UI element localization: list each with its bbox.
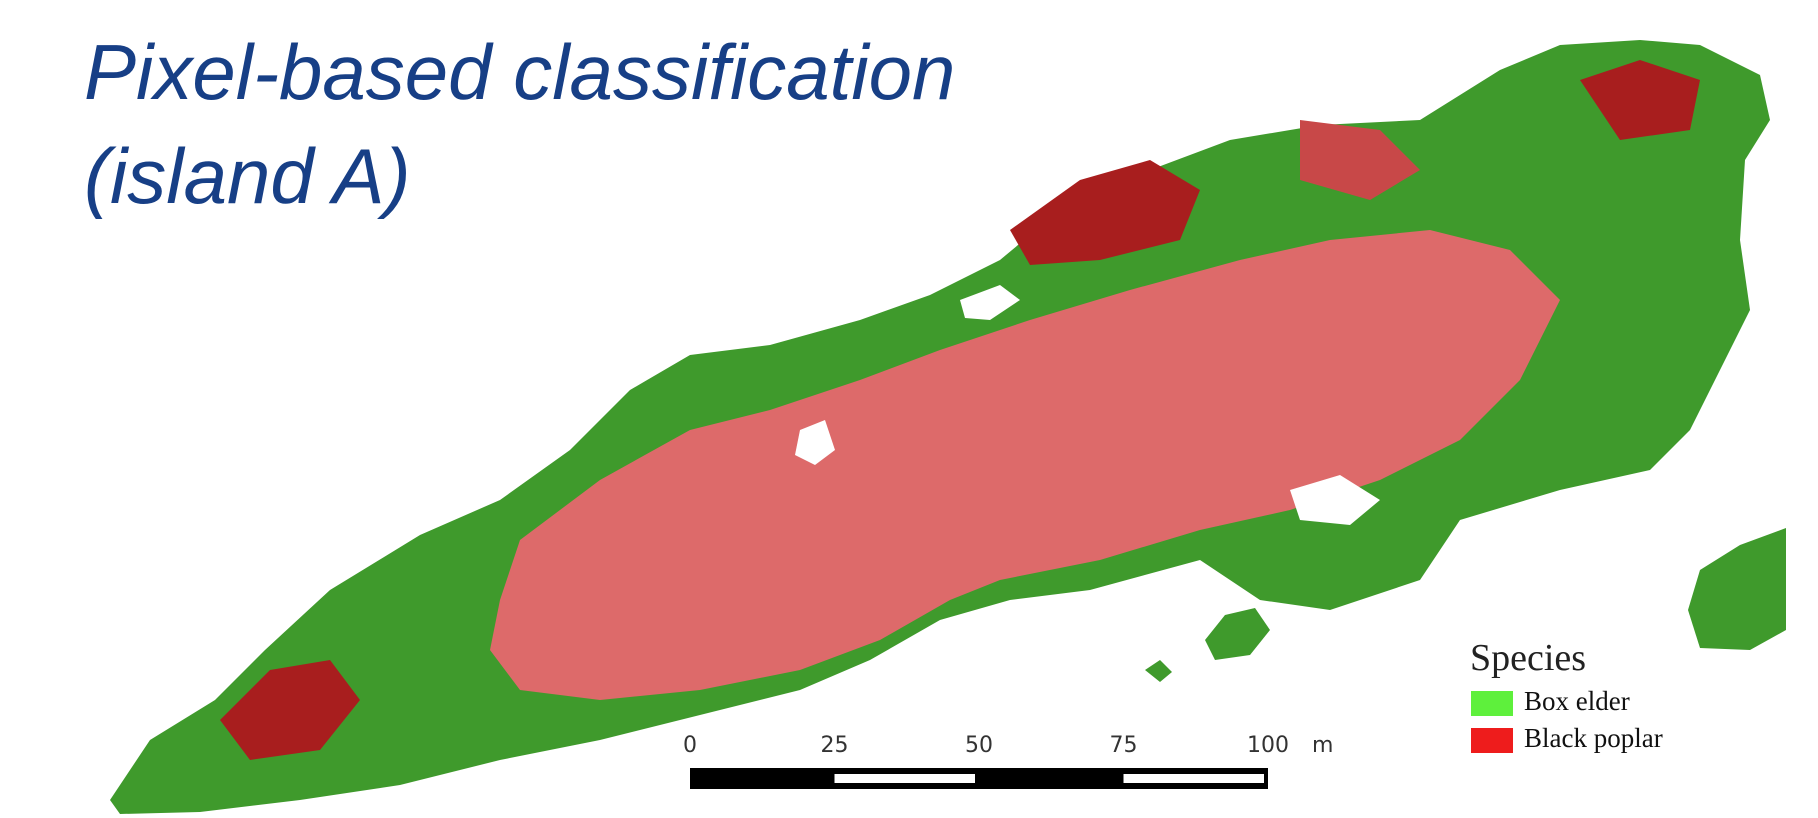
legend-title: Species [1470,637,1586,679]
small-island [1145,660,1172,682]
scale-segment [690,768,835,789]
scale-bar: 0 25 50 75 100 m [683,733,1333,789]
scale-label: 100 [1247,733,1289,758]
slide: Pixel-based classification (island A) 0 25… [0,0,1818,818]
scale-label: 25 [821,733,849,758]
title: Pixel-based classification (island A) [84,28,955,220]
title-line: Pixel-based classification [84,28,955,116]
scale-unit: m [1312,733,1333,758]
small-island [1688,528,1786,650]
legend-swatch [1471,728,1513,753]
page: {"title": {"lines": ["Pixel-based classi… [0,0,1818,818]
scale-label: 75 [1110,733,1138,758]
small-island [1205,608,1270,660]
legend-swatch [1471,691,1513,716]
title-line: (island A) [84,132,411,220]
legend: Species Box elder Black poplar [1470,637,1663,753]
legend-label: Black poplar [1524,723,1663,753]
scale-segment [979,768,1124,789]
scale-label: 50 [965,733,993,758]
legend-label: Box elder [1524,686,1630,716]
scale-segment-inner [1124,774,1265,783]
scale-label: 0 [683,733,697,758]
scale-segment-inner [835,774,976,783]
